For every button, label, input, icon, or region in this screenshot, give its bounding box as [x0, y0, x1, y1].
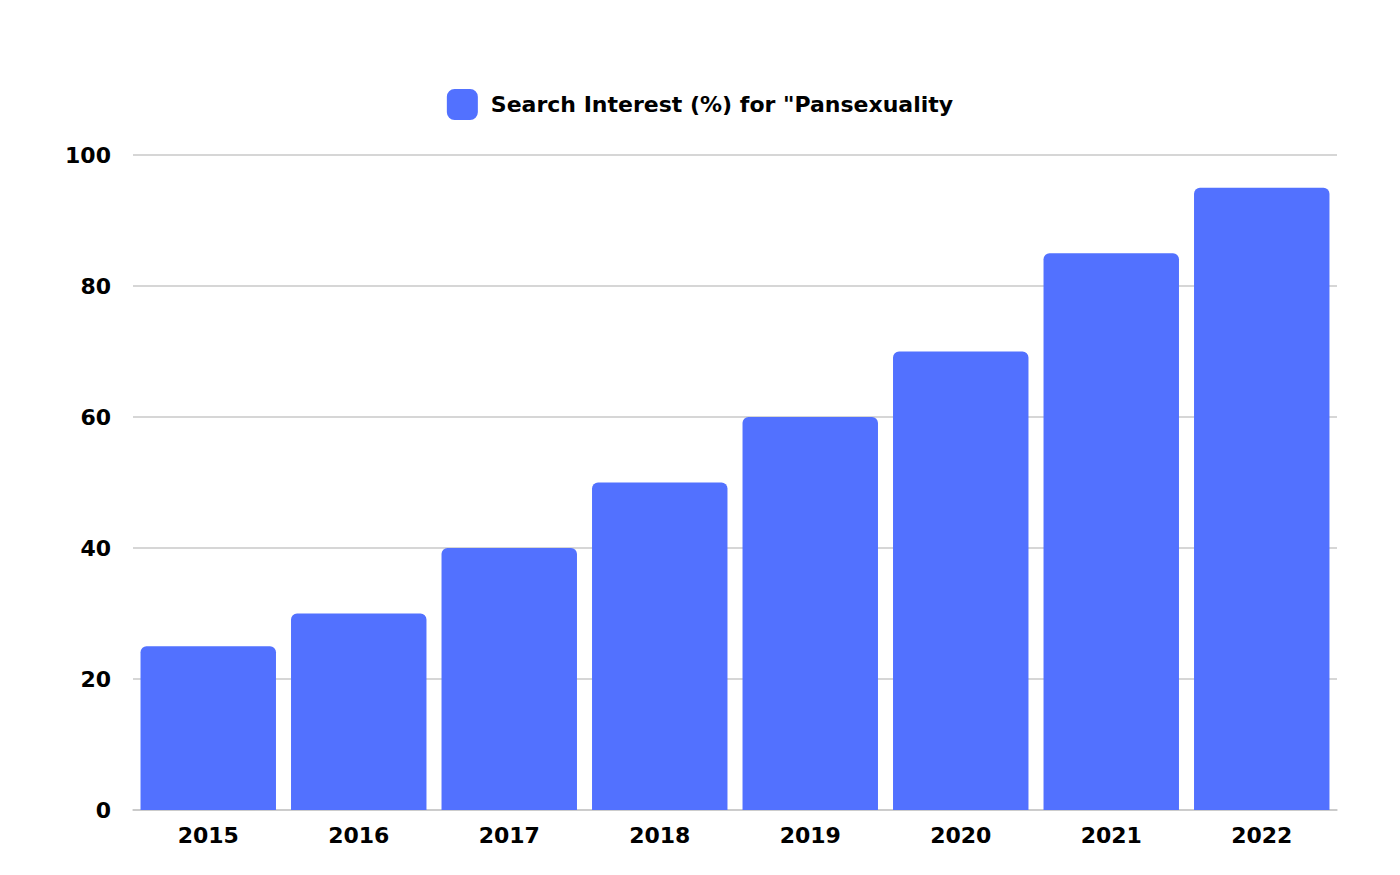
svg-text:2021: 2021 — [1081, 823, 1142, 848]
svg-text:Search Interest (%) for "Panse: Search Interest (%) for "Pansexuality — [491, 92, 953, 117]
svg-text:2020: 2020 — [930, 823, 991, 848]
svg-text:100: 100 — [65, 143, 111, 168]
svg-text:2015: 2015 — [178, 823, 239, 848]
svg-text:2019: 2019 — [780, 823, 841, 848]
svg-text:0: 0 — [96, 798, 111, 823]
svg-text:20: 20 — [80, 667, 111, 692]
svg-text:40: 40 — [80, 536, 111, 561]
svg-text:80: 80 — [80, 274, 111, 299]
svg-text:2017: 2017 — [479, 823, 540, 848]
svg-text:2022: 2022 — [1231, 823, 1292, 848]
svg-text:2016: 2016 — [328, 823, 389, 848]
svg-text:2018: 2018 — [629, 823, 690, 848]
svg-text:60: 60 — [80, 405, 111, 430]
